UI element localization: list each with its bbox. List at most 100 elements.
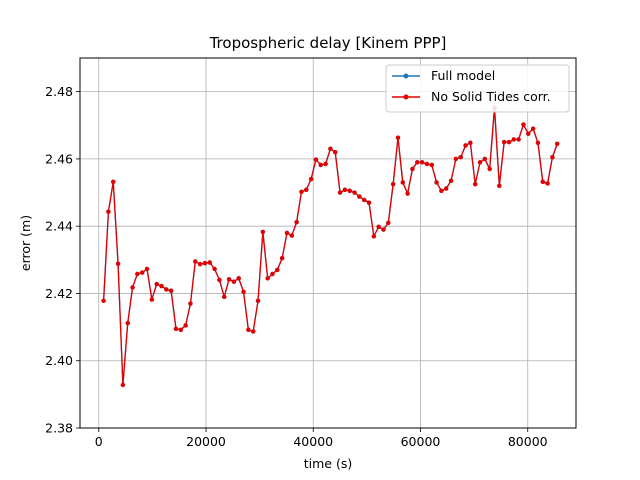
data-point-no-solid-tides-corr	[482, 156, 488, 162]
data-point-no-solid-tides-corr	[400, 180, 405, 185]
data-point-no-solid-tides-corr	[231, 279, 237, 284]
data-point-no-solid-tides-corr	[222, 294, 227, 300]
data-point-no-solid-tides-corr	[555, 141, 560, 146]
data-point-no-solid-tides-corr	[323, 161, 328, 167]
data-point-no-solid-tides-corr	[361, 197, 367, 203]
data-point-no-solid-tides-corr	[501, 139, 507, 145]
y-tick-label: 2.46	[45, 151, 73, 166]
data-point-no-solid-tides-corr	[487, 166, 492, 172]
data-point-no-solid-tides-corr	[308, 176, 314, 182]
y-tick-label: 2.40	[45, 353, 73, 368]
data-point-no-solid-tides-corr	[516, 137, 521, 142]
data-point-no-solid-tides-corr	[444, 186, 449, 191]
data-point-no-solid-tides-corr	[149, 297, 155, 302]
data-point-no-solid-tides-corr	[472, 181, 478, 187]
data-point-no-solid-tides-corr	[304, 187, 309, 193]
data-point-no-solid-tides-corr	[313, 157, 319, 162]
y-tick-label: 2.38	[45, 421, 73, 436]
data-point-no-solid-tides-corr	[159, 283, 164, 289]
ticks-layer: 0 20000 40000 60000 80000 2.38 2.40 2.42 2.44 2.4…	[45, 84, 548, 449]
data-point-no-solid-tides-corr	[217, 277, 222, 283]
data-point-no-solid-tides-corr	[530, 126, 536, 131]
data-point-no-solid-tides-corr	[511, 137, 516, 142]
data-point-no-solid-tides-corr	[550, 155, 555, 160]
data-point-no-solid-tides-corr	[477, 160, 483, 165]
data-point-no-solid-tides-corr	[405, 191, 410, 196]
data-point-no-solid-tides-corr	[265, 276, 270, 281]
data-point-no-solid-tides-corr	[376, 224, 381, 230]
data-point-no-solid-tides-corr	[140, 270, 145, 275]
data-point-no-solid-tides-corr	[120, 382, 126, 388]
data-point-no-solid-tides-corr	[410, 166, 415, 172]
data-point-no-solid-tides-corr	[333, 149, 338, 155]
data-point-no-solid-tides-corr	[289, 233, 295, 238]
data-point-no-solid-tides-corr	[366, 200, 372, 205]
data-point-no-solid-tides-corr	[226, 277, 232, 282]
data-point-no-solid-tides-corr	[188, 301, 193, 306]
data-point-no-solid-tides-corr	[453, 156, 459, 162]
series-layer	[101, 105, 560, 388]
data-point-no-solid-tides-corr	[448, 178, 454, 183]
x-axis-label: time (s)	[304, 456, 352, 471]
y-axis-label: error (m)	[18, 215, 33, 271]
data-point-no-solid-tides-corr	[468, 140, 473, 145]
data-point-no-solid-tides-corr	[202, 260, 208, 266]
data-point-no-solid-tides-corr	[415, 160, 420, 165]
data-point-no-solid-tides-corr	[111, 179, 116, 184]
data-point-no-solid-tides-corr	[540, 179, 545, 184]
data-point-no-solid-tides-corr	[101, 298, 106, 304]
data-point-no-solid-tides-corr	[463, 143, 468, 148]
data-point-no-solid-tides-corr	[371, 234, 377, 239]
data-point-no-solid-tides-corr	[251, 329, 256, 334]
data-point-no-solid-tides-corr	[197, 261, 203, 267]
data-point-no-solid-tides-corr	[337, 190, 343, 195]
data-point-no-solid-tides-corr	[164, 287, 169, 292]
data-point-no-solid-tides-corr	[260, 229, 266, 235]
x-tick-label: 40000	[293, 434, 333, 449]
data-point-no-solid-tides-corr	[168, 288, 174, 293]
data-point-no-solid-tides-corr	[342, 187, 348, 193]
data-point-no-solid-tides-corr	[395, 135, 401, 140]
chart-title: Tropospheric delay [Kinem PPP]	[209, 34, 447, 52]
data-point-no-solid-tides-corr	[212, 266, 217, 272]
data-point-no-solid-tides-corr	[125, 320, 130, 326]
data-point-no-solid-tides-corr	[279, 255, 285, 261]
legend: Full model No Solid Tides corr.	[385, 64, 570, 113]
data-point-no-solid-tides-corr	[207, 260, 212, 265]
data-point-no-solid-tides-corr	[526, 131, 531, 136]
data-point-no-solid-tides-corr	[424, 161, 430, 167]
data-point-no-solid-tides-corr	[434, 180, 439, 185]
data-point-no-solid-tides-corr	[236, 276, 241, 281]
data-point-no-solid-tides-corr	[270, 271, 275, 277]
x-tick-label: 0	[95, 434, 103, 449]
data-point-no-solid-tides-corr	[144, 266, 150, 272]
data-point-no-solid-tides-corr	[299, 189, 304, 195]
y-tick-label: 2.42	[45, 286, 73, 301]
data-point-no-solid-tides-corr	[193, 259, 198, 264]
data-point-no-solid-tides-corr	[352, 190, 357, 195]
legend-label-no-solid-tides: No Solid Tides corr.	[431, 89, 551, 104]
data-point-no-solid-tides-corr	[497, 183, 502, 189]
plot-area-frame	[79, 57, 577, 429]
data-point-no-solid-tides-corr	[173, 326, 179, 331]
data-point-no-solid-tides-corr	[506, 139, 512, 145]
data-point-no-solid-tides-corr	[106, 209, 111, 214]
data-point-no-solid-tides-corr	[381, 227, 386, 232]
data-point-no-solid-tides-corr	[154, 281, 159, 287]
data-point-no-solid-tides-corr	[275, 267, 280, 273]
data-point-no-solid-tides-corr	[183, 323, 188, 328]
data-point-no-solid-tides-corr	[390, 181, 396, 187]
legend-box	[385, 64, 570, 113]
legend-marker-no-solid-tides	[403, 94, 409, 100]
data-point-no-solid-tides-corr	[294, 219, 299, 225]
data-point-no-solid-tides-corr	[429, 162, 434, 168]
data-point-no-solid-tides-corr	[246, 327, 251, 332]
y-tick-label: 2.44	[45, 219, 73, 234]
data-point-no-solid-tides-corr	[255, 298, 261, 304]
data-point-no-solid-tides-corr	[115, 261, 121, 267]
data-point-no-solid-tides-corr	[458, 155, 463, 160]
x-tick-label: 20000	[186, 434, 226, 449]
data-point-no-solid-tides-corr	[347, 188, 352, 194]
data-point-no-solid-tides-corr	[284, 230, 290, 236]
